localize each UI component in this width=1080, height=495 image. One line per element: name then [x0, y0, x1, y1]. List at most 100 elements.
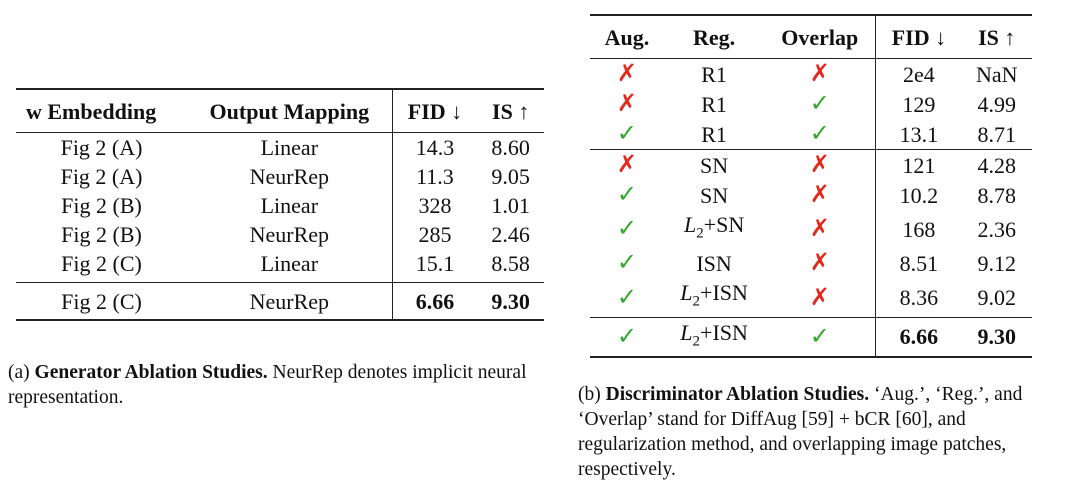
cell-fid: 129 — [902, 91, 936, 117]
reg-l-symbol: L — [683, 212, 697, 237]
table-row: Fig 2 (A) NeurRep 11.3 9.05 — [16, 162, 544, 191]
col-header-output-mapping: Output Mapping — [187, 89, 393, 133]
cell-fid: 2e4 — [903, 61, 935, 87]
table-row: ✗ R1 ✗ 2e4 NaN — [590, 58, 1032, 90]
cell-fid: 6.66 — [899, 324, 939, 350]
cell-fid: 8.36 — [899, 285, 939, 311]
reg-subscript: 2 — [692, 333, 701, 350]
cell-overlap: ✓ — [764, 317, 877, 358]
table-row: ✗ R1 ✓ 129 4.99 — [590, 89, 1032, 119]
check-icon: ✓ — [809, 91, 830, 117]
cell-reg: SN — [700, 152, 729, 178]
cross-icon: ✗ — [809, 216, 830, 243]
check-icon: ✓ — [616, 182, 638, 208]
cell-overlap: ✗ — [764, 210, 877, 249]
table-row: ✓ ISN ✗ 8.51 9.12 — [590, 248, 1032, 279]
table-header-row: Aug. Reg. Overlap FID ↓ IS ↑ — [590, 15, 1032, 59]
col-header-fid: FID ↓ — [891, 24, 947, 50]
cell-reg: R1 — [701, 121, 727, 147]
table-row-best: Fig 2 (C) NeurRep 6.66 9.30 — [16, 282, 544, 320]
cell-reg: R1 — [701, 91, 727, 117]
cell-overlap: ✓ — [764, 89, 877, 119]
table-row: ✓ SN ✗ 10.2 8.78 — [590, 180, 1032, 210]
cell-overlap: ✗ — [764, 180, 877, 210]
cell-fid: 13.1 — [899, 121, 939, 147]
check-icon: ✓ — [616, 121, 638, 147]
table-row: ✓ L2+ISN ✗ 8.36 9.02 — [590, 278, 1032, 318]
reg-suffix: +ISN — [700, 280, 748, 306]
caption-text: ‘Aug.’, ‘Reg.’, and ‘Overlap’ stand for … — [578, 384, 1023, 480]
cross-icon: ✗ — [809, 182, 830, 208]
caption-label: (a) — [8, 362, 30, 383]
cell-overlap: ✗ — [764, 149, 877, 180]
cell-fid: 121 — [902, 152, 936, 178]
cell-aug: ✓ — [590, 248, 664, 278]
check-icon: ✓ — [616, 250, 638, 277]
cell-is: 2.36 — [977, 216, 1017, 242]
cell-aug: ✓ — [590, 180, 664, 210]
table-row: ✓ R1 ✓ 13.1 8.71 — [590, 119, 1032, 150]
cell-mapping: Linear — [187, 249, 393, 283]
cross-icon: ✗ — [809, 284, 830, 311]
cell-overlap: ✗ — [764, 58, 877, 89]
check-icon: ✓ — [616, 284, 638, 311]
cell-fid: 14.3 — [415, 135, 455, 160]
cell-mapping: NeurRep — [187, 162, 393, 191]
caption-discriminator-ablation: (b) Discriminator Ablation Studies. ‘Aug… — [578, 382, 1072, 482]
caption-label: (b) — [578, 384, 601, 405]
reg-l-symbol: L — [680, 280, 693, 306]
cell-embedding: Fig 2 (C) — [61, 251, 142, 276]
cell-is: 8.58 — [491, 251, 530, 276]
cell-is: 9.30 — [977, 324, 1017, 350]
table-row: ✗ SN ✗ 121 4.28 — [590, 149, 1032, 181]
cell-is: 2.46 — [491, 222, 530, 247]
cell-aug: ✓ — [590, 278, 664, 317]
cell-fid: 11.3 — [416, 164, 454, 189]
cell-is: 4.28 — [977, 152, 1017, 178]
cell-is: 9.30 — [491, 288, 530, 314]
cell-fid: 15.1 — [415, 251, 455, 276]
cell-is: 9.12 — [977, 250, 1017, 276]
table-row-best: ✓ L2+ISN ✓ 6.66 9.30 — [590, 317, 1032, 358]
cell-reg: L2+SN — [664, 210, 764, 248]
caption-bold-title: Generator Ablation Studies. — [34, 362, 268, 383]
reg-suffix: +SN — [703, 212, 745, 237]
caption-generator-ablation: (a) Generator Ablation Studies. NeurRep … — [8, 360, 560, 410]
col-header-is: IS ↑ — [978, 24, 1016, 50]
cell-reg: ISN — [696, 250, 732, 276]
cross-icon: ✗ — [809, 152, 830, 178]
caption-bold-title: Discriminator Ablation Studies. — [605, 384, 870, 405]
cell-embedding: Fig 2 (A) — [60, 135, 143, 160]
col-header-overlap: Overlap — [764, 15, 877, 59]
cell-mapping: NeurRep — [187, 282, 393, 320]
cell-aug: ✓ — [590, 317, 664, 357]
cross-icon: ✗ — [616, 91, 638, 117]
col-header-is: IS ↑ — [492, 98, 530, 124]
cross-icon: ✗ — [809, 250, 830, 277]
reg-subscript: 2 — [692, 293, 701, 310]
cross-icon: ✗ — [616, 61, 638, 87]
cell-embedding: Fig 2 (B) — [61, 193, 142, 218]
cell-mapping: Linear — [187, 191, 393, 220]
cell-fid: 328 — [418, 193, 452, 218]
cell-fid: 168 — [902, 216, 936, 242]
check-icon: ✓ — [616, 216, 638, 243]
table-row: Fig 2 (B) Linear 328 1.01 — [16, 191, 544, 220]
generator-ablation-table: w Embedding Output Mapping FID ↓ IS ↑ Fi… — [16, 88, 544, 321]
table-row: Fig 2 (B) NeurRep 285 2.46 — [16, 220, 544, 249]
cell-mapping: Linear — [187, 132, 393, 162]
cell-is: 8.60 — [491, 135, 530, 160]
cell-aug: ✗ — [590, 150, 664, 181]
cell-reg: R1 — [701, 61, 727, 87]
reg-suffix: +ISN — [700, 319, 748, 345]
cell-is: NaN — [975, 61, 1018, 87]
discriminator-ablation-table: Aug. Reg. Overlap FID ↓ IS ↑ ✗ R1 ✗ 2e4 NaN ✗… — [590, 14, 1032, 358]
cell-overlap: ✗ — [764, 278, 877, 318]
cell-reg: L2+ISN — [664, 317, 764, 357]
cross-icon: ✗ — [809, 61, 830, 87]
col-header-fid: FID ↓ — [407, 98, 463, 124]
cell-aug: ✗ — [590, 89, 664, 119]
cell-reg: SN — [700, 182, 729, 208]
table-header-row: w Embedding Output Mapping FID ↓ IS ↑ — [16, 89, 544, 133]
cell-aug: ✗ — [590, 59, 664, 90]
